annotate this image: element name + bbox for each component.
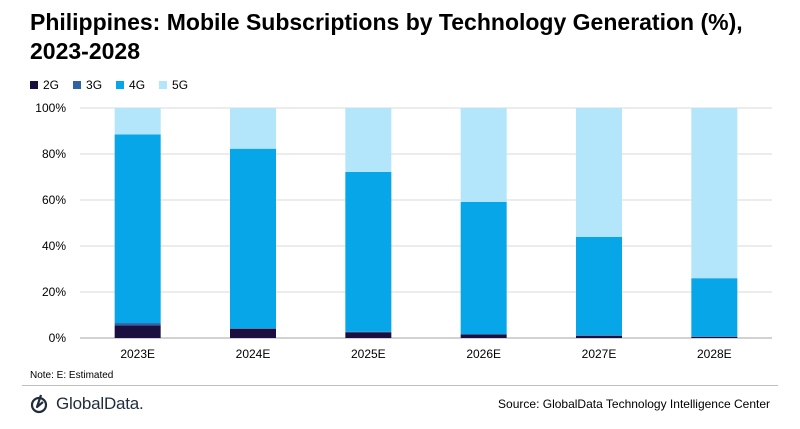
bar-segment-5g-2025e xyxy=(345,108,392,172)
logo-text: GlobalData. xyxy=(56,394,144,413)
source-note: Source: GlobalData Technology Intelligen… xyxy=(498,397,770,411)
x-tick-label: 2025E xyxy=(351,347,386,361)
y-tick-label: 20% xyxy=(42,285,66,299)
bar-segment-2g-2025e xyxy=(345,332,392,338)
y-tick-label: 40% xyxy=(42,239,66,253)
y-tick-label: 80% xyxy=(42,147,66,161)
bar-segment-5g-2026e xyxy=(460,108,507,202)
bar-segment-4g-2028e xyxy=(691,278,738,337)
legend-item-5g: 5G xyxy=(159,78,188,92)
legend-swatch-5g xyxy=(159,81,168,89)
y-tick-label: 60% xyxy=(42,193,66,207)
bar-segment-4g-2027e xyxy=(576,236,622,336)
bar-segment-5g-2028e xyxy=(691,108,738,279)
legend-swatch-2g xyxy=(30,81,38,89)
legend-label-4g: 4G xyxy=(129,78,146,92)
globaldata-logo: GlobalData. xyxy=(30,393,144,415)
bar-segment-5g-2027e xyxy=(576,108,622,237)
footnote: Note: E: Estimated xyxy=(30,370,114,381)
bar-segment-4g-2026e xyxy=(460,201,507,335)
bar-segment-2g-2027e xyxy=(576,335,622,338)
bar-segment-4g-2025e xyxy=(345,171,392,332)
x-tick-label: 2023E xyxy=(120,347,155,361)
legend-swatch-4g xyxy=(116,81,125,89)
bar-segment-2g-2024e xyxy=(230,328,276,338)
x-tick-label: 2027E xyxy=(582,347,617,361)
legend-swatch-3g xyxy=(73,81,82,89)
bar-segment-4g-2024e xyxy=(230,148,276,329)
legend-item-3g: 3G xyxy=(73,78,102,92)
bar-segment-5g-2023e xyxy=(114,108,161,135)
legend: 2G 3G 4G 5G xyxy=(30,78,188,92)
bar-segment-4g-2023e xyxy=(114,134,161,324)
bar-segment-3g-2024e xyxy=(230,328,276,329)
y-tick-label: 0% xyxy=(49,331,67,345)
chart-title: Philippines: Mobile Subscriptions by Tec… xyxy=(30,9,743,64)
legend-label-5g: 5G xyxy=(172,78,189,92)
footer-divider xyxy=(22,385,778,386)
legend-label-3g: 3G xyxy=(86,78,103,92)
x-tick-label: 2026E xyxy=(466,347,501,361)
globaldata-logo-icon xyxy=(30,394,48,414)
bar-segment-2g-2028e xyxy=(691,336,738,338)
legend-item-2g: 2G xyxy=(30,78,59,92)
x-tick-label: 2028E xyxy=(697,347,732,361)
legend-label-2g: 2G xyxy=(43,78,60,92)
x-tick-label: 2024E xyxy=(236,347,271,361)
bar-segment-5g-2024e xyxy=(230,108,276,149)
bar-segment-3g-2023e xyxy=(114,323,161,326)
bar-segment-2g-2026e xyxy=(460,334,507,338)
bar-segment-2g-2023e xyxy=(114,325,161,338)
legend-item-4g: 4G xyxy=(116,78,145,92)
y-tick-label: 100% xyxy=(35,101,66,115)
